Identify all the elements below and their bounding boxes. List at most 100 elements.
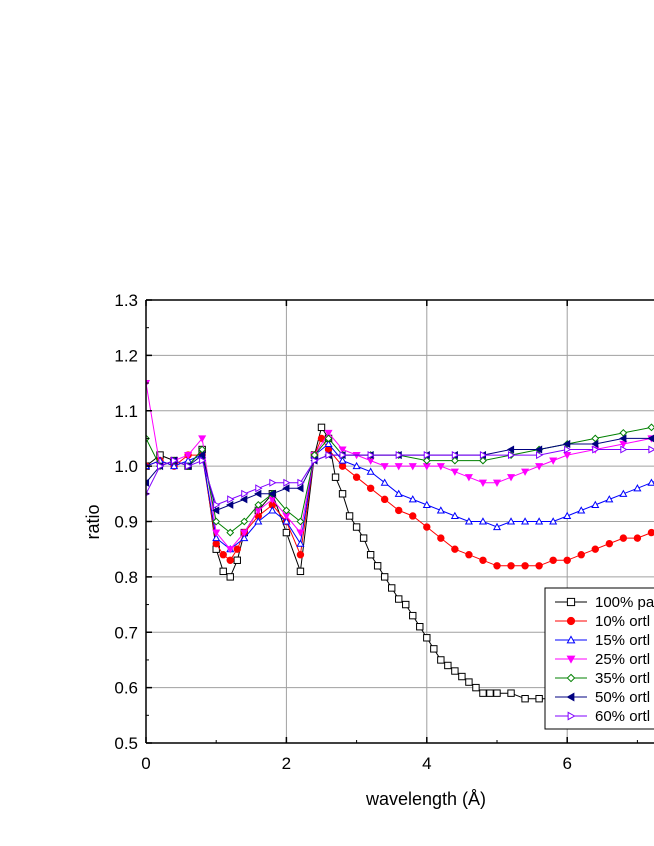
data-point xyxy=(492,522,502,531)
data-point xyxy=(254,517,263,525)
data-point xyxy=(436,463,445,471)
data-point xyxy=(479,451,488,460)
data-point xyxy=(423,523,431,531)
data-point xyxy=(506,517,516,525)
data-point xyxy=(478,517,488,525)
series-line xyxy=(146,437,654,512)
data-point xyxy=(521,468,530,476)
y-tick-label: 1.2 xyxy=(114,346,138,365)
data-point xyxy=(507,562,515,570)
data-point xyxy=(566,616,576,626)
data-point xyxy=(563,511,572,520)
data-point xyxy=(311,456,319,465)
y-tick-label: 0.9 xyxy=(114,513,138,532)
x-tick-label: 0 xyxy=(141,754,150,773)
data-point xyxy=(296,484,304,493)
data-point xyxy=(549,556,557,564)
data-point xyxy=(422,456,431,465)
data-point xyxy=(255,484,263,493)
data-point xyxy=(409,512,417,520)
data-point xyxy=(197,451,206,460)
data-point xyxy=(296,517,305,526)
data-point xyxy=(212,539,220,548)
data-point xyxy=(451,667,459,675)
data-point xyxy=(296,539,305,547)
data-point xyxy=(339,451,347,460)
y-tick-label: 1.0 xyxy=(114,457,138,476)
data-point xyxy=(373,562,382,570)
x-tick-label: 4 xyxy=(422,754,431,773)
data-point xyxy=(254,500,263,509)
data-point xyxy=(338,462,347,470)
data-point xyxy=(170,461,179,470)
data-point xyxy=(219,551,227,559)
data-point xyxy=(212,529,221,537)
data-point xyxy=(317,423,326,432)
data-point xyxy=(647,478,654,486)
data-point xyxy=(212,517,221,526)
legend-label: 60% ortl xyxy=(595,708,650,725)
data-point xyxy=(493,689,501,697)
data-point xyxy=(451,545,459,553)
data-point xyxy=(184,451,193,460)
data-point xyxy=(226,528,235,537)
data-point xyxy=(450,511,459,520)
data-point xyxy=(254,489,262,498)
data-point xyxy=(566,597,576,607)
data-point xyxy=(324,434,333,443)
data-point xyxy=(493,562,501,570)
legend-label: 25% ortl xyxy=(595,651,650,668)
data-point xyxy=(325,451,333,460)
data-point xyxy=(507,451,516,460)
data-point xyxy=(282,528,291,537)
data-point xyxy=(620,445,628,454)
data-point xyxy=(458,672,466,681)
data-point xyxy=(380,573,389,581)
legend-entry: 15% ortl xyxy=(555,632,650,649)
data-point xyxy=(478,479,488,487)
legend-label: 10% ortl xyxy=(595,613,650,630)
legend-label: 35% ortl xyxy=(595,670,650,687)
data-point xyxy=(395,451,403,460)
data-point xyxy=(283,478,291,487)
data-point xyxy=(408,463,417,471)
data-point xyxy=(345,512,354,520)
data-point xyxy=(506,445,515,454)
x-tick-label: 2 xyxy=(282,754,291,773)
legend-label: 15% ortl xyxy=(595,632,650,649)
data-point xyxy=(366,467,375,475)
data-point xyxy=(268,489,276,498)
data-point xyxy=(394,463,403,471)
y-tick-label: 0.5 xyxy=(114,734,138,753)
data-point xyxy=(566,635,576,644)
data-point xyxy=(282,517,291,525)
data-point xyxy=(240,533,249,542)
data-point xyxy=(464,474,473,482)
data-point xyxy=(591,545,599,553)
data-point xyxy=(395,506,403,515)
data-point xyxy=(535,517,544,525)
data-point xyxy=(408,495,417,503)
data-point xyxy=(436,506,445,514)
data-point xyxy=(549,517,558,525)
legend-label: 50% ortl xyxy=(595,689,650,706)
data-point xyxy=(394,489,403,497)
data-point xyxy=(423,451,432,460)
axes: 024681012140.50.60.70.80.91.01.11.21.3 xyxy=(114,291,654,773)
data-point xyxy=(241,489,249,498)
data-point xyxy=(324,429,333,438)
data-point xyxy=(366,551,375,559)
data-point xyxy=(296,567,305,576)
data-point xyxy=(521,562,529,570)
data-point xyxy=(226,500,234,509)
data-point xyxy=(366,484,375,492)
data-point xyxy=(388,584,396,592)
data-point xyxy=(647,423,654,432)
legend-entry: 100% pa xyxy=(555,594,654,611)
data-point xyxy=(535,463,544,471)
data-point xyxy=(633,484,642,492)
data-point xyxy=(437,656,445,664)
data-point xyxy=(492,479,502,487)
data-point xyxy=(338,456,347,464)
data-point xyxy=(352,473,361,481)
